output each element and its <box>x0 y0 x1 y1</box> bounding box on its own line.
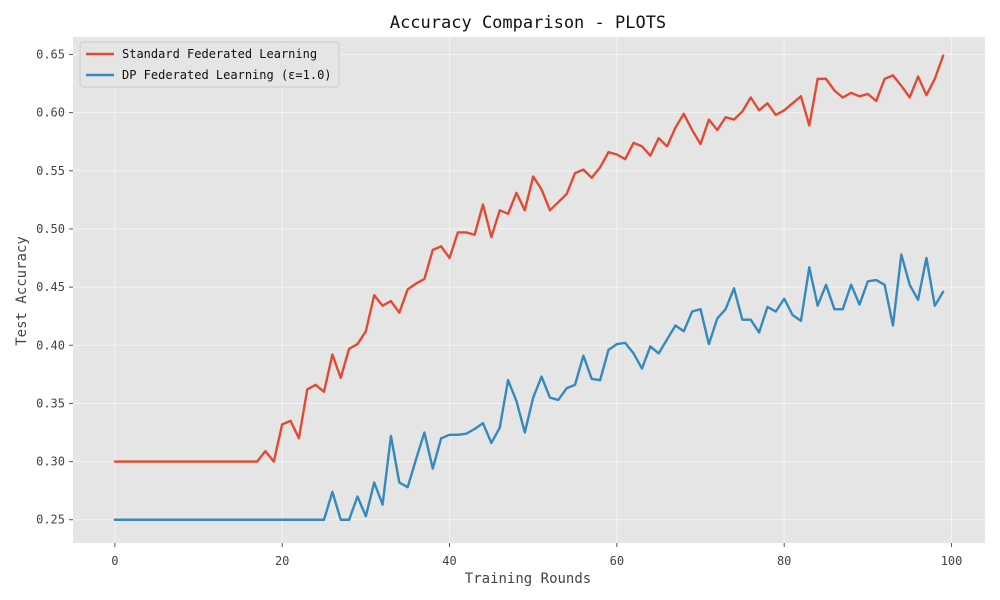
x-tick-label: 60 <box>610 554 624 568</box>
x-tick-label: 40 <box>442 554 456 568</box>
x-tick-label: 100 <box>941 554 963 568</box>
y-axis: 0.25 0.30 0.35 0.40 0.45 0.50 0.55 0.60 0.65 <box>36 47 73 527</box>
legend-box <box>79 41 340 88</box>
plot-area <box>73 37 985 543</box>
y-tick-label: 0.25 <box>36 513 65 527</box>
legend-label-1: Standard Federated Learning <box>122 47 317 61</box>
y-tick-label: 0.60 <box>36 106 65 120</box>
x-tick-label: 80 <box>777 554 791 568</box>
y-tick-label: 0.40 <box>36 338 65 352</box>
legend: Standard Federated Learning DP Federated … <box>79 41 340 88</box>
legend-label-2: DP Federated Learning (ε=1.0) <box>122 68 332 82</box>
y-tick-label: 0.45 <box>36 280 65 294</box>
x-axis: 0 20 40 60 80 100 <box>111 543 962 568</box>
x-tick-label: 0 <box>111 554 118 568</box>
x-tick-label: 20 <box>275 554 289 568</box>
y-tick-label: 0.35 <box>36 396 65 410</box>
chart-title: Accuracy Comparison - PLOTS <box>390 13 666 33</box>
y-tick-label: 0.50 <box>36 222 65 236</box>
series-line-1 <box>113 54 945 463</box>
y-tick-label: 0.65 <box>36 47 65 61</box>
y-tick-label: 0.30 <box>36 455 65 469</box>
y-axis-label: Test Accuracy <box>14 236 30 346</box>
series-line-2 <box>113 253 945 521</box>
series-layer <box>113 54 945 521</box>
x-axis-label: Training Rounds <box>465 571 591 587</box>
y-tick-label: 0.55 <box>36 164 65 178</box>
